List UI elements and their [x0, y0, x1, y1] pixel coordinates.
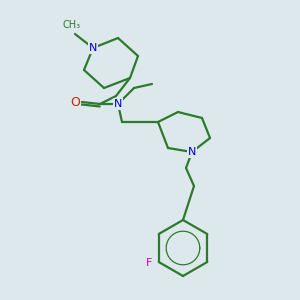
Text: F: F — [146, 258, 152, 268]
Text: O: O — [70, 95, 80, 109]
Text: N: N — [188, 147, 196, 157]
Text: N: N — [89, 43, 97, 53]
Text: CH₃: CH₃ — [63, 20, 81, 30]
Text: N: N — [114, 99, 122, 109]
